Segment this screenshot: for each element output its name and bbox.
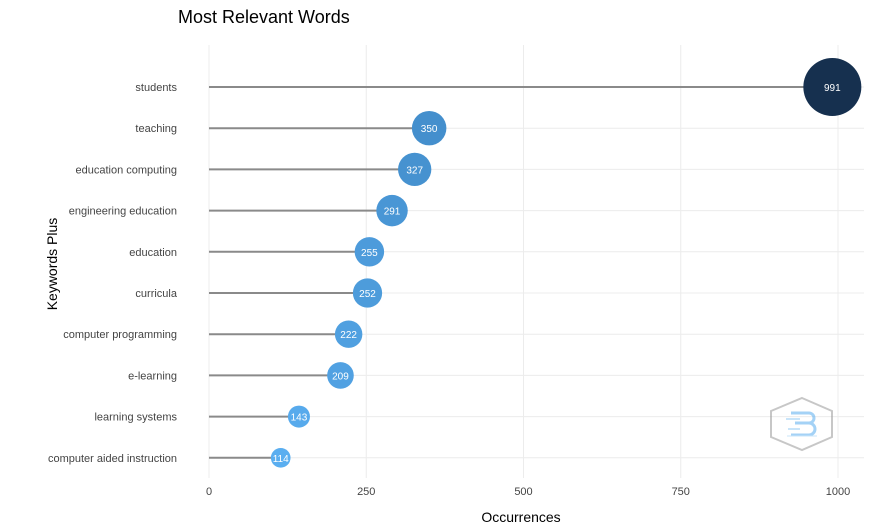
lollipop-bubble <box>803 58 862 116</box>
lollipop-bubble <box>411 110 447 146</box>
category-label: curricula <box>135 288 177 300</box>
watermark-logo <box>770 396 833 452</box>
value-label: 114 <box>273 454 289 465</box>
x-tick-label: 500 <box>514 486 532 498</box>
bubble-layer: 991 350 327 291 255 252 222 209 143 114 <box>270 58 862 468</box>
lollipop-bubble <box>354 237 385 267</box>
category-label: learning systems <box>94 412 177 424</box>
chart-title: Most Relevant Words <box>178 7 350 27</box>
value-label: 222 <box>340 330 357 341</box>
value-label: 327 <box>406 165 423 176</box>
category-labels: students teaching education computing engin… <box>48 82 178 465</box>
x-tick-label: 1000 <box>826 486 850 498</box>
value-label: 291 <box>384 207 401 218</box>
lollipop-bubble <box>334 320 363 348</box>
category-label: education computing <box>75 164 177 176</box>
lollipop-bubble <box>376 194 408 227</box>
x-axis-label: Occurrences <box>481 509 560 524</box>
category-label: e-learning <box>128 370 177 382</box>
lollipop-bubble <box>287 405 310 428</box>
lollipop-bubble <box>398 152 432 187</box>
value-label: 252 <box>359 289 376 300</box>
x-tick-labels: 0 250 500 750 1000 <box>206 486 850 498</box>
value-label: 255 <box>361 248 378 259</box>
y-axis-label: Keywords Plus <box>44 218 60 311</box>
category-label: education <box>129 247 177 259</box>
stem-layer <box>209 86 833 459</box>
value-label: 143 <box>291 413 308 424</box>
category-label: teaching <box>135 123 177 135</box>
x-tick-label: 250 <box>357 486 375 498</box>
category-label: engineering education <box>69 206 177 218</box>
lollipop-bubble <box>327 362 354 389</box>
category-label: computer aided instruction <box>48 453 177 465</box>
value-label: 350 <box>421 124 438 135</box>
category-label: computer programming <box>63 329 177 341</box>
lollipop-bubble <box>270 447 291 468</box>
x-tick-label: 750 <box>672 486 690 498</box>
category-label: students <box>135 82 177 94</box>
lollipop-bubble <box>352 278 383 308</box>
value-label: 991 <box>824 83 841 94</box>
value-label: 209 <box>332 371 349 382</box>
x-tick-label: 0 <box>206 486 212 498</box>
